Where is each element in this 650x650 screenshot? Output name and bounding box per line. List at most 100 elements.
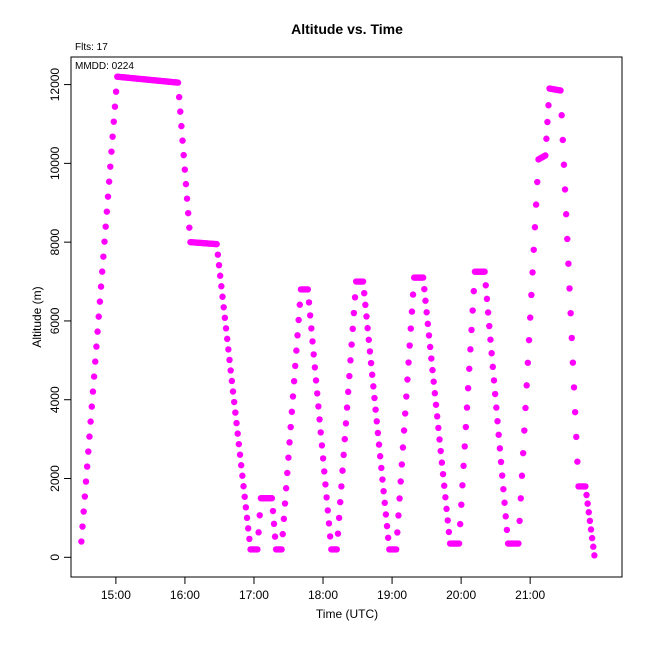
altitude-point xyxy=(226,356,233,364)
altitude-point xyxy=(463,404,471,411)
x-axis: 15:00 16:00 17:00 18:00 19:00 20:00 21:00 xyxy=(101,576,546,602)
altitude-point xyxy=(175,93,183,101)
altitude-point xyxy=(324,507,331,514)
altitude-point xyxy=(242,504,250,511)
altitude-point xyxy=(497,458,505,466)
altitude-point xyxy=(295,316,302,324)
altitude-point xyxy=(256,512,263,519)
altitude-point xyxy=(349,325,356,333)
altitude-point xyxy=(544,118,551,126)
altitude-point xyxy=(312,377,320,384)
altitude-point xyxy=(534,178,541,186)
altitude-point xyxy=(79,523,86,530)
flights-count-label: Flts: 17 xyxy=(75,42,108,53)
altitude-point xyxy=(284,469,291,477)
altitude-point xyxy=(290,377,298,385)
altitude-point xyxy=(372,406,379,413)
altitude-point xyxy=(310,351,317,358)
altitude-point xyxy=(426,343,434,351)
altitude-point xyxy=(214,251,222,258)
altitude-point xyxy=(519,449,527,457)
altitude-point xyxy=(486,322,493,330)
altitude-point xyxy=(590,543,597,550)
altitude-point xyxy=(404,376,411,383)
altitude-point xyxy=(181,166,189,173)
altitude-point xyxy=(241,493,248,500)
altitude-point xyxy=(393,546,400,553)
altitude-point xyxy=(365,336,372,343)
altitude-point xyxy=(456,520,464,528)
altitude-point xyxy=(339,467,346,474)
altitude-point xyxy=(438,459,446,466)
altitude-point xyxy=(314,390,321,397)
altitude-point xyxy=(236,451,244,458)
altitude-point xyxy=(346,372,353,380)
altitude-point xyxy=(502,513,509,520)
altitude-point xyxy=(428,355,435,362)
altitude-point xyxy=(317,429,324,436)
altitude-point xyxy=(309,338,316,345)
altitude-point xyxy=(430,378,437,385)
altitude-point xyxy=(584,500,591,507)
altitude-point xyxy=(529,269,536,276)
altitude-point xyxy=(585,509,592,516)
altitude-point xyxy=(439,470,447,478)
altitude-point xyxy=(80,508,87,515)
altitude-point xyxy=(318,442,326,449)
altitude-point xyxy=(521,427,528,434)
altitude-point xyxy=(531,224,539,231)
y-tick-label: 2000 xyxy=(48,465,62,492)
altitude-point xyxy=(350,309,358,317)
altitude-point xyxy=(383,522,391,530)
altitude-point xyxy=(591,552,598,559)
altitude-point xyxy=(240,483,247,490)
altitude-point xyxy=(100,253,107,260)
altitude-point xyxy=(515,540,522,547)
altitude-point xyxy=(364,324,371,332)
altitude-point xyxy=(102,223,109,230)
altitude-point xyxy=(565,260,572,267)
altitude-point xyxy=(384,534,392,541)
altitude-point xyxy=(361,289,368,297)
altitude-point xyxy=(401,410,409,417)
altitude-point xyxy=(587,526,595,533)
altitude-point xyxy=(340,451,347,459)
altitude-point xyxy=(305,299,313,306)
altitude-point xyxy=(363,313,370,320)
altitude-point xyxy=(101,238,108,245)
altitude-point xyxy=(500,485,507,493)
altitude-point xyxy=(566,285,573,292)
altitude-point xyxy=(455,540,463,547)
altitude-point xyxy=(462,423,470,431)
altitude-point xyxy=(397,478,404,485)
altitude-point xyxy=(178,122,185,130)
y-tick-label: 8000 xyxy=(48,228,62,255)
altitude-point xyxy=(220,304,227,311)
altitude-point xyxy=(341,435,348,443)
altitude-point xyxy=(222,325,230,332)
altitude-point xyxy=(467,346,474,353)
altitude-point xyxy=(243,514,251,522)
altitude-point xyxy=(503,526,511,534)
x-tick-label: 15:00 xyxy=(101,588,131,602)
altitude-point xyxy=(394,529,401,536)
altitude-point xyxy=(525,336,533,344)
altitude-point xyxy=(105,178,113,185)
altitude-point xyxy=(186,224,193,231)
altitude-point xyxy=(586,517,594,525)
x-tick-label: 16:00 xyxy=(170,588,200,602)
data-points xyxy=(78,73,598,559)
altitude-point xyxy=(488,350,495,357)
altitude-point xyxy=(381,499,388,507)
altitude-point xyxy=(179,137,186,144)
altitude-point xyxy=(235,440,243,448)
altitude-point xyxy=(335,514,343,522)
altitude-point xyxy=(443,505,450,513)
altitude-point xyxy=(87,418,94,425)
altitude-point xyxy=(559,136,566,144)
altitude-point xyxy=(343,404,351,411)
altitude-point xyxy=(306,312,314,319)
altitude-point xyxy=(285,454,292,461)
altitude-point xyxy=(221,314,229,322)
altitude-point xyxy=(311,364,319,371)
